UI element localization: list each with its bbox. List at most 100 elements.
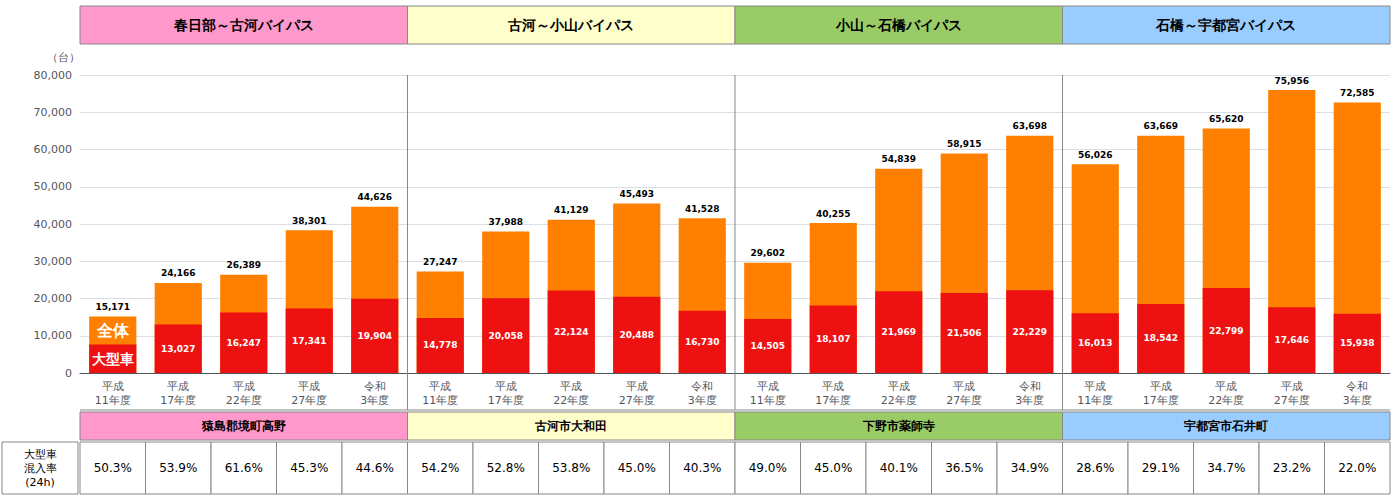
svg-text:45.0%: 45.0% xyxy=(814,461,852,475)
svg-text:16,730: 16,730 xyxy=(685,337,720,347)
svg-text:16,247: 16,247 xyxy=(226,338,261,348)
svg-text:14,778: 14,778 xyxy=(423,340,458,350)
svg-text:34.7%: 34.7% xyxy=(1207,461,1245,475)
svg-text:大型車: 大型車 xyxy=(92,351,134,367)
svg-text:22年度: 22年度 xyxy=(1208,394,1244,407)
svg-text:（台）: （台） xyxy=(47,51,80,64)
svg-text:17年度: 17年度 xyxy=(815,394,851,407)
svg-text:11年度: 11年度 xyxy=(750,394,786,407)
svg-text:令和: 令和 xyxy=(364,380,386,393)
svg-text:29.1%: 29.1% xyxy=(1142,461,1180,475)
svg-text:17年度: 17年度 xyxy=(160,394,196,407)
svg-text:平成: 平成 xyxy=(560,380,582,393)
svg-text:41,528: 41,528 xyxy=(685,204,720,214)
svg-text:21,506: 21,506 xyxy=(947,328,982,338)
svg-text:16,013: 16,013 xyxy=(1078,338,1113,348)
svg-text:40,000: 40,000 xyxy=(34,218,73,231)
svg-text:45.0%: 45.0% xyxy=(618,461,656,475)
svg-text:令和: 令和 xyxy=(1346,380,1368,393)
svg-text:17年度: 17年度 xyxy=(1143,394,1179,407)
svg-text:20,058: 20,058 xyxy=(488,331,523,341)
svg-text:53.8%: 53.8% xyxy=(552,461,590,475)
svg-text:65,620: 65,620 xyxy=(1209,114,1244,124)
svg-text:28.6%: 28.6% xyxy=(1076,461,1114,475)
svg-text:63,698: 63,698 xyxy=(1012,121,1047,131)
svg-text:34.9%: 34.9% xyxy=(1011,461,1049,475)
svg-text:3年度: 3年度 xyxy=(1015,394,1044,407)
svg-text:54,839: 54,839 xyxy=(881,154,916,164)
svg-text:17年度: 17年度 xyxy=(488,394,524,407)
svg-text:平成: 平成 xyxy=(1150,380,1172,393)
svg-text:53.9%: 53.9% xyxy=(159,461,197,475)
svg-text:17,646: 17,646 xyxy=(1274,335,1309,345)
svg-text:春日部～古河バイパス: 春日部～古河バイパス xyxy=(173,17,314,33)
svg-text:60,000: 60,000 xyxy=(34,143,73,156)
svg-text:27年度: 27年度 xyxy=(1274,394,1310,407)
svg-text:80,000: 80,000 xyxy=(34,69,73,82)
svg-text:22.0%: 22.0% xyxy=(1338,461,1376,475)
svg-text:40.1%: 40.1% xyxy=(880,461,918,475)
svg-text:平成: 平成 xyxy=(888,380,910,393)
svg-text:平成: 平成 xyxy=(298,380,320,393)
svg-text:令和: 令和 xyxy=(1019,380,1041,393)
svg-text:45.3%: 45.3% xyxy=(290,461,328,475)
svg-text:(24h): (24h) xyxy=(25,476,55,489)
svg-text:11年度: 11年度 xyxy=(422,394,458,407)
svg-text:平成: 平成 xyxy=(757,380,779,393)
svg-text:14,505: 14,505 xyxy=(750,341,785,351)
svg-text:45,493: 45,493 xyxy=(619,189,654,199)
svg-text:19,904: 19,904 xyxy=(357,331,392,341)
svg-text:29,602: 29,602 xyxy=(750,248,785,258)
svg-text:27,247: 27,247 xyxy=(423,257,458,267)
svg-text:古河～小山バイパス: 古河～小山バイパス xyxy=(507,17,634,33)
svg-text:小山～石橋バイパス: 小山～石橋バイパス xyxy=(835,17,962,33)
svg-text:猿島郡境町高野: 猿島郡境町高野 xyxy=(201,419,286,433)
svg-text:20,488: 20,488 xyxy=(619,330,654,340)
svg-text:52.8%: 52.8% xyxy=(487,461,525,475)
svg-text:27年度: 27年度 xyxy=(291,394,327,407)
svg-text:27年度: 27年度 xyxy=(619,394,655,407)
svg-text:石橋～宇都宮バイパス: 石橋～宇都宮バイパス xyxy=(1155,17,1296,33)
svg-text:22年度: 22年度 xyxy=(881,394,917,407)
svg-text:40.3%: 40.3% xyxy=(683,461,721,475)
svg-text:平成: 平成 xyxy=(626,380,648,393)
svg-text:22,124: 22,124 xyxy=(554,327,589,337)
svg-text:平成: 平成 xyxy=(1084,380,1106,393)
svg-text:75,956: 75,956 xyxy=(1274,76,1309,86)
svg-text:大型車: 大型車 xyxy=(24,448,57,461)
svg-text:22,799: 22,799 xyxy=(1209,326,1244,336)
svg-text:22年度: 22年度 xyxy=(226,394,262,407)
svg-text:18,542: 18,542 xyxy=(1143,333,1178,343)
svg-text:15,938: 15,938 xyxy=(1340,338,1375,348)
svg-text:0: 0 xyxy=(65,367,72,380)
svg-text:40,255: 40,255 xyxy=(816,209,851,219)
svg-text:56,026: 56,026 xyxy=(1078,150,1113,160)
svg-text:3年度: 3年度 xyxy=(360,394,389,407)
svg-text:22,229: 22,229 xyxy=(1012,327,1047,337)
svg-text:44,626: 44,626 xyxy=(357,192,392,202)
svg-text:平成: 平成 xyxy=(167,380,189,393)
svg-text:50,000: 50,000 xyxy=(34,180,73,193)
svg-text:61.6%: 61.6% xyxy=(225,461,263,475)
svg-text:72,585: 72,585 xyxy=(1340,88,1375,98)
svg-text:11年度: 11年度 xyxy=(1077,394,1113,407)
svg-text:49.0%: 49.0% xyxy=(749,461,787,475)
svg-text:15,171: 15,171 xyxy=(95,302,130,312)
svg-text:63,669: 63,669 xyxy=(1143,121,1178,131)
svg-text:平成: 平成 xyxy=(429,380,451,393)
svg-text:平成: 平成 xyxy=(822,380,844,393)
svg-text:18,107: 18,107 xyxy=(816,334,851,344)
svg-text:13,027: 13,027 xyxy=(161,344,196,354)
svg-text:下野市薬師寺: 下野市薬師寺 xyxy=(862,419,935,433)
svg-text:50.3%: 50.3% xyxy=(94,461,132,475)
svg-text:22年度: 22年度 xyxy=(553,394,589,407)
svg-text:37,988: 37,988 xyxy=(488,217,523,227)
svg-text:平成: 平成 xyxy=(1215,380,1237,393)
svg-text:平成: 平成 xyxy=(495,380,517,393)
svg-text:古河市大和田: 古河市大和田 xyxy=(534,419,607,433)
svg-text:44.6%: 44.6% xyxy=(356,461,394,475)
svg-text:平成: 平成 xyxy=(233,380,255,393)
svg-text:宇都宮市石井町: 宇都宮市石井町 xyxy=(1184,419,1268,433)
svg-text:平成: 平成 xyxy=(102,380,124,393)
svg-text:20,000: 20,000 xyxy=(34,292,73,305)
